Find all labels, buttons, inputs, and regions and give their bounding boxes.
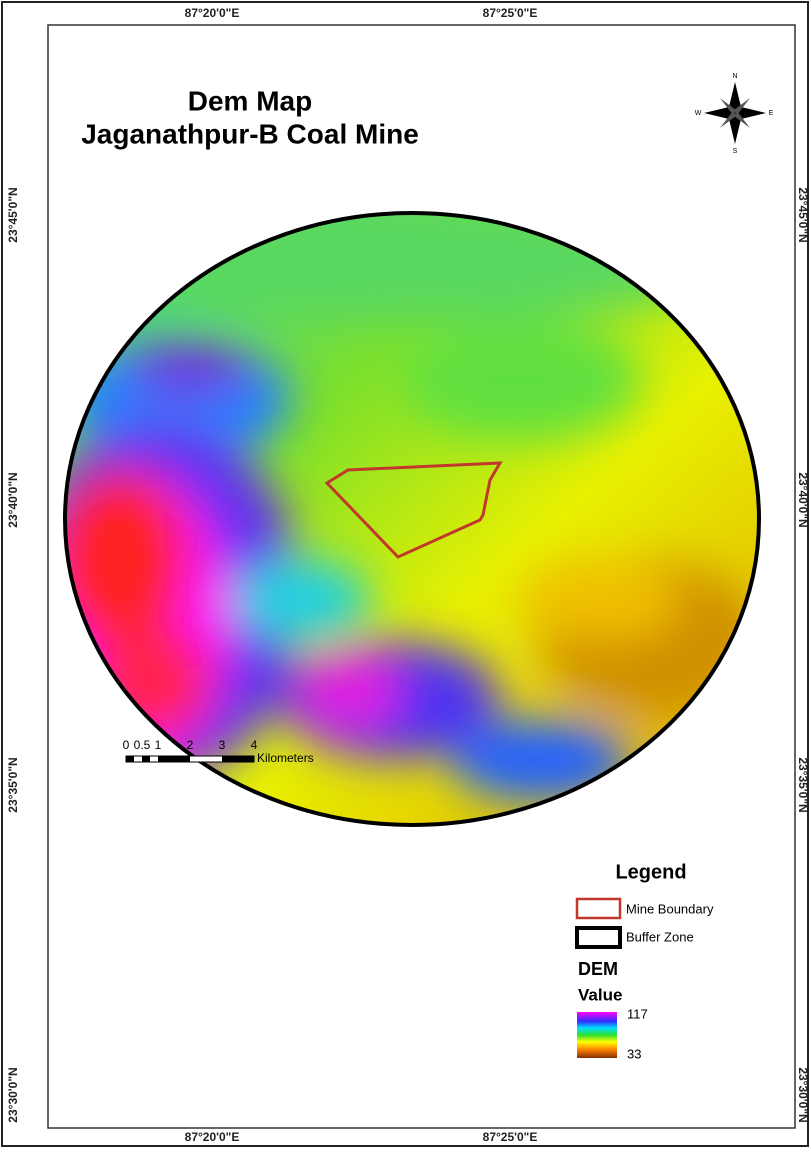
scale-label: 4 xyxy=(251,738,258,752)
legend-title: Legend xyxy=(615,861,686,883)
title: Dem Map xyxy=(188,85,312,116)
legend-swatch xyxy=(577,928,620,947)
compass: N S W E xyxy=(695,73,774,155)
legend-item: Buffer Zone xyxy=(626,929,694,944)
scale-label: 3 xyxy=(219,738,226,752)
scale-label: 1 xyxy=(155,738,162,752)
scale-label: 0 xyxy=(123,738,130,752)
legend-item: Mine Boundary xyxy=(626,901,714,916)
compass-label: E xyxy=(769,110,774,117)
map-page: Dem Map Jaganathpur-B Coal Mine 87°20'0"… xyxy=(0,0,811,1149)
scale-label: 2 xyxy=(187,738,194,752)
dem-raster xyxy=(20,200,770,840)
latitude-label: 23°30'0"N xyxy=(6,1067,20,1122)
longitude-label: 87°20'0"E xyxy=(185,1130,240,1144)
latitude-label: 23°35'0"N xyxy=(796,757,810,812)
dem-title: DEM xyxy=(578,959,618,979)
longitude-label: 87°25'0"E xyxy=(483,6,538,20)
longitude-label: 87°25'0"E xyxy=(483,1130,538,1144)
value-title: Value xyxy=(578,985,622,1004)
compass-label: W xyxy=(695,110,702,117)
latitude-label: 23°45'0"N xyxy=(796,187,810,242)
legend-swatch xyxy=(577,899,620,918)
ramp-low: 33 xyxy=(627,1046,641,1061)
latitude-label: 23°40'0"N xyxy=(6,472,20,527)
title: Jaganathpur-B Coal Mine xyxy=(81,118,419,149)
ramp-high: 117 xyxy=(627,1006,648,1021)
latitude-label: 23°40'0"N xyxy=(796,472,810,527)
compass-label: N xyxy=(732,73,737,80)
longitude-label: 87°20'0"E xyxy=(185,6,240,20)
compass-label: S xyxy=(733,148,738,155)
latitude-label: 23°35'0"N xyxy=(6,757,20,812)
legend: Legend Mine Boundary Buffer Zone DEM Val… xyxy=(577,861,714,1061)
scale-unit: Kilometers xyxy=(257,751,314,765)
color-ramp xyxy=(577,1012,617,1058)
latitude-label: 23°30'0"N xyxy=(796,1067,810,1122)
latitude-label: 23°45'0"N xyxy=(6,187,20,242)
scale-label: 0.5 xyxy=(134,738,151,752)
